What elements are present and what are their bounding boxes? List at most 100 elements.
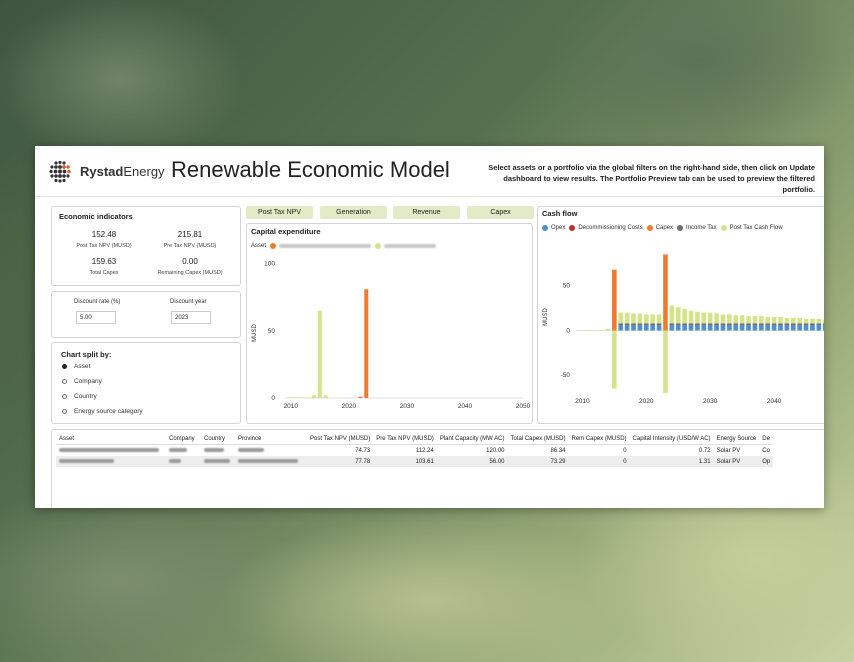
- discount-year-input[interactable]: 2023: [171, 311, 211, 324]
- cell-energy-source: Solar PV: [716, 458, 741, 465]
- col-asset[interactable]: Asset: [59, 435, 75, 442]
- cashflow-chart-card: Cash flow Opex Decommissioning Costs Cap…: [537, 206, 824, 424]
- cell-post-tax-npv: 74.73: [355, 447, 371, 454]
- cashflow-opex-bar: [631, 325, 636, 331]
- cell-asset-redacted: [56, 456, 166, 467]
- cashflow-post-tax-bar: [586, 330, 592, 331]
- cell-pre-tax-npv: 112.24: [415, 447, 434, 454]
- col-capital-intensity[interactable]: Capital Intensity (USD/W AC): [632, 435, 711, 442]
- asset-name-redacted: [279, 244, 372, 248]
- cashflow-income-tax-bar: [790, 323, 796, 326]
- tab-generation[interactable]: Generation: [320, 206, 387, 219]
- cashflow-x-tick: 2040: [767, 398, 782, 405]
- cashflow-opex-bar: [784, 325, 790, 331]
- legend-dot-income-tax: [677, 225, 684, 231]
- table-row[interactable]: 74.73 112.24 120.00 86.34 0 0.72 Solar P…: [56, 444, 774, 457]
- remaining-capex-label: Remaining Capex (MUSD): [157, 270, 223, 276]
- cashflow-post-tax-bar: [643, 314, 649, 331]
- cashflow-opex-bar: [727, 325, 732, 331]
- capex-x-tick: 2040: [458, 403, 473, 410]
- cashflow-ylabel: MUSD: [543, 308, 549, 326]
- asset-name-redacted: [384, 244, 437, 248]
- cell-energy-source: Solar PV: [716, 447, 741, 454]
- pre-tax-npv-label: Pre Tax NPV (MUSD): [163, 243, 217, 249]
- capex-chart-title: Capital expenditure: [251, 227, 321, 236]
- capex-bar: [288, 397, 293, 398]
- post-tax-npv-value: 152.48: [91, 230, 117, 239]
- cashflow-income-tax-bar: [803, 323, 809, 326]
- cashflow-post-tax-bar: [727, 314, 732, 331]
- cashflow-income-tax-bar: [810, 323, 815, 326]
- cashflow-post-tax-bar: [663, 330, 668, 394]
- cell-country-redacted: [201, 456, 235, 467]
- cashflow-opex-bar: [752, 325, 758, 331]
- capex-y-tick: 0: [271, 395, 275, 402]
- col-plant-capacity[interactable]: Plant Capacity (MW AC): [439, 435, 505, 442]
- cashflow-income-tax-bar: [797, 323, 802, 326]
- capex-bar: [364, 289, 369, 398]
- capex-bar: [312, 395, 317, 398]
- cashflow-income-tax-bar: [618, 323, 624, 326]
- cashflow-post-tax-bar: [618, 312, 624, 331]
- cashflow-opex-bar: [695, 325, 700, 331]
- asset-table: Asset Company Country Province Post Tax …: [56, 433, 774, 467]
- cashflow-y-tick: 0: [566, 327, 570, 334]
- cashflow-income-tax-bar: [822, 323, 824, 326]
- cashflow-opex-bar: [810, 325, 815, 331]
- discount-rate-input[interactable]: 5.00: [76, 311, 116, 324]
- cashflow-income-tax-bar: [637, 323, 643, 326]
- cashflow-post-tax-bar: [739, 315, 745, 331]
- cashflow-opex-bar: [790, 325, 796, 331]
- cashflow-post-tax-bar: [695, 311, 700, 331]
- cashflow-post-tax-bar: [701, 312, 707, 331]
- cashflow-opex-bar: [707, 325, 713, 331]
- cashflow-opex-bar: [771, 325, 777, 331]
- col-country[interactable]: Country: [204, 435, 226, 442]
- cashflow-post-tax-bar: [733, 315, 739, 331]
- total-capex-value: 159.63: [91, 257, 117, 266]
- tab-capex[interactable]: Capex: [467, 206, 534, 219]
- cashflow-income-tax-bar: [727, 323, 732, 326]
- col-total-capex[interactable]: Total Capex (MUSD): [510, 435, 566, 442]
- legend-dot-green: [375, 243, 382, 249]
- cell-capacity: 56.00: [489, 458, 505, 465]
- cell-intensity: 1.31: [698, 458, 711, 465]
- cashflow-income-tax-bar: [650, 323, 655, 326]
- cashflow-opex-bar: [714, 325, 719, 331]
- table-row[interactable]: 77.78 103.61 56.00 73.29 0 1.31 Solar PV…: [56, 456, 774, 467]
- capex-chart: MUSD 0 50 100 2010 2020 2030 2040 2050: [252, 261, 531, 410]
- tab-revenue[interactable]: Revenue: [393, 206, 460, 219]
- cashflow-income-tax-bar: [656, 323, 662, 326]
- cashflow-opex-bar: [643, 325, 649, 331]
- split-option-country[interactable]: Country: [62, 393, 97, 400]
- col-post-tax-npv[interactable]: Post Tax NPV (MUSD): [310, 435, 371, 442]
- cell-intensity: 0.72: [698, 447, 711, 454]
- cashflow-income-tax-bar: [688, 323, 694, 326]
- cashflow-post-tax-bar: [759, 316, 764, 331]
- cashflow-y-tick: 50: [563, 283, 571, 290]
- cashflow-opex-bar: [669, 325, 675, 331]
- cell-total-capex: 73.29: [550, 458, 566, 465]
- split-option-asset[interactable]: Asset: [62, 363, 90, 370]
- cashflow-opex-bar: [822, 325, 824, 331]
- cashflow-opex-bar: [816, 325, 822, 331]
- col-de[interactable]: De: [762, 435, 770, 442]
- col-energy-source[interactable]: Energy Source: [716, 435, 757, 442]
- split-option-company[interactable]: Company: [62, 378, 102, 385]
- cashflow-y-tick: -50: [561, 372, 571, 379]
- split-option-energy-source-category[interactable]: Energy source category: [62, 408, 143, 415]
- col-company[interactable]: Company: [169, 435, 195, 442]
- cashflow-opex-bar: [675, 325, 681, 331]
- col-rem-capex[interactable]: Rem Capex (MUSD): [571, 435, 627, 442]
- col-province[interactable]: Province: [238, 435, 262, 442]
- tab-post-tax-npv[interactable]: Post Tax NPV: [246, 206, 313, 219]
- col-pre-tax-npv[interactable]: Pre Tax NPV (MUSD): [376, 435, 434, 442]
- discount-card: Discount rate (%) 5.00 Discount year 202…: [51, 291, 241, 338]
- remaining-capex-value: 0.00: [182, 257, 198, 266]
- capex-bar: [358, 396, 363, 398]
- radio-icon: [62, 394, 67, 399]
- legend-dot-decommissioning: [569, 225, 576, 231]
- cell-de: Op: [762, 458, 771, 465]
- cell-province-redacted: [235, 456, 307, 467]
- cell-total-capex: 86.34: [550, 447, 566, 454]
